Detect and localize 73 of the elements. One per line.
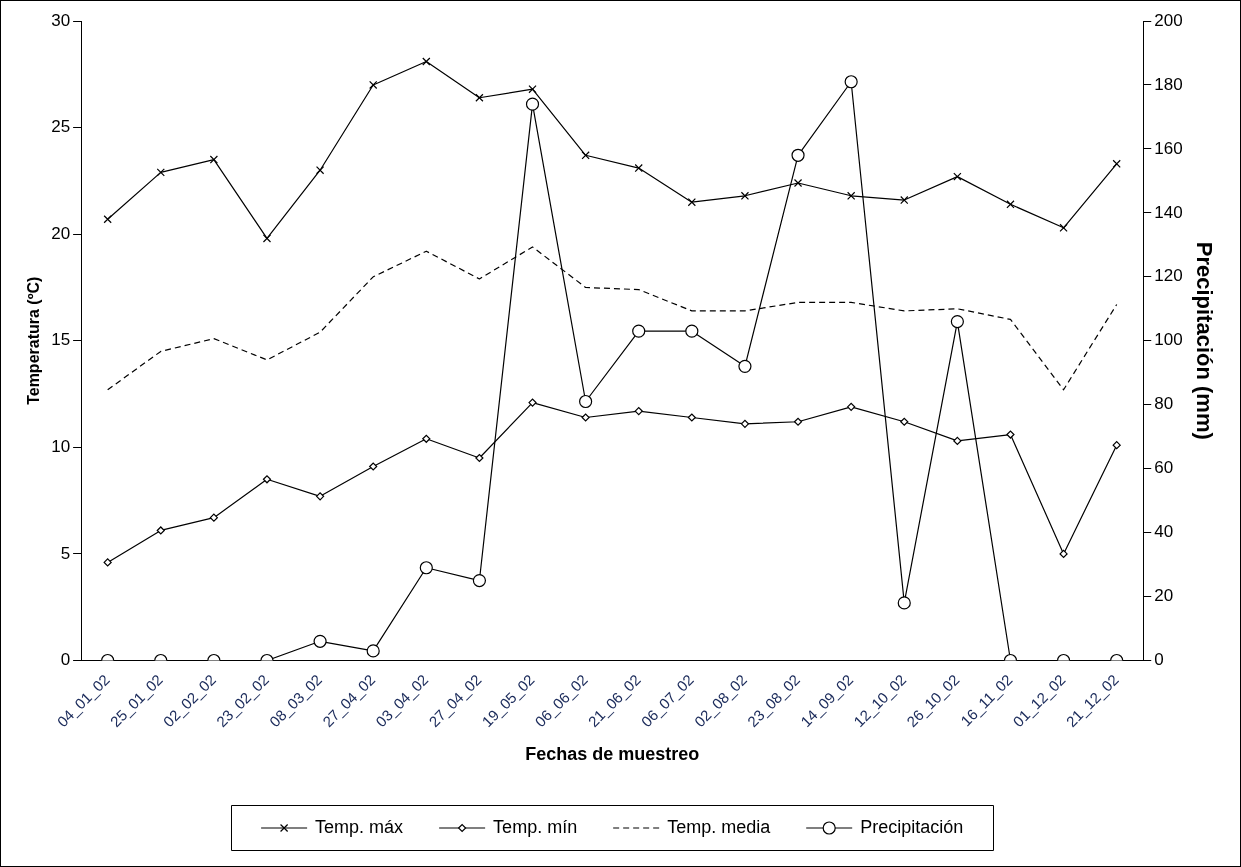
y2-tick-label: 60 [1154, 458, 1174, 478]
point [950, 314, 964, 329]
y-tick-label: 10 [51, 437, 71, 457]
point [209, 513, 218, 522]
point [900, 417, 909, 426]
y2-tick-label: 140 [1154, 202, 1183, 222]
point [900, 195, 909, 205]
point [262, 234, 272, 243]
y-tick-label: 30 [51, 10, 71, 30]
point [315, 492, 325, 501]
point [953, 172, 962, 181]
y2-tick-label: 20 [1154, 586, 1174, 606]
point [847, 191, 856, 200]
point [844, 75, 858, 89]
point [1112, 441, 1121, 450]
point [156, 168, 165, 177]
y2-axis-title: Precipitación (mm) [1191, 241, 1217, 440]
point [847, 402, 856, 411]
point [209, 155, 219, 164]
point [791, 148, 805, 162]
y-tick-label: 25 [51, 117, 71, 137]
point [687, 198, 696, 207]
point [579, 394, 593, 409]
point [369, 80, 378, 90]
legend-label: Temp. media [667, 816, 772, 837]
point [475, 93, 484, 102]
y-tick-label: 5 [60, 543, 71, 563]
point [634, 163, 643, 173]
point [632, 324, 646, 338]
x-axis-title: Fechas de muestreo [525, 744, 700, 765]
point [1006, 200, 1015, 209]
point [581, 151, 590, 160]
point [740, 191, 750, 200]
point [1006, 430, 1015, 439]
point [475, 453, 484, 463]
y-tick-label: 20 [51, 223, 71, 243]
point [422, 434, 431, 443]
y-axis-title: Temperatura (ºC) [25, 276, 43, 405]
point [1059, 223, 1068, 232]
y2-tick-label: 200 [1154, 10, 1183, 30]
point [687, 413, 696, 422]
y2-tick-label: 120 [1154, 266, 1183, 286]
point [369, 462, 378, 471]
point [422, 57, 431, 66]
point [103, 215, 112, 224]
point [528, 398, 537, 407]
y-tick-label: 0 [60, 650, 71, 670]
point [1112, 159, 1121, 168]
point [262, 475, 272, 484]
point [1059, 549, 1068, 558]
point [525, 97, 540, 111]
point [581, 413, 590, 422]
y2-tick-label: 0 [1154, 650, 1164, 670]
point [528, 85, 537, 94]
point [793, 417, 803, 426]
point [103, 558, 112, 567]
y2-tick-label: 180 [1154, 74, 1183, 94]
point [315, 166, 325, 175]
y2-tick-label: 80 [1154, 394, 1174, 414]
y2-tick-label: 40 [1154, 522, 1174, 542]
y2-tick-label: 160 [1154, 138, 1183, 158]
y2-tick-label: 100 [1154, 330, 1183, 350]
point [953, 436, 962, 446]
point [634, 406, 643, 416]
legend-label: Precipitación [860, 816, 964, 837]
point [740, 419, 750, 428]
point [793, 178, 803, 188]
y-tick-label: 15 [51, 330, 71, 350]
point [685, 324, 699, 338]
point [738, 359, 752, 373]
point [156, 526, 165, 535]
legend-label: Temp. máx [315, 816, 404, 837]
legend-label: Temp. mín [493, 816, 578, 837]
